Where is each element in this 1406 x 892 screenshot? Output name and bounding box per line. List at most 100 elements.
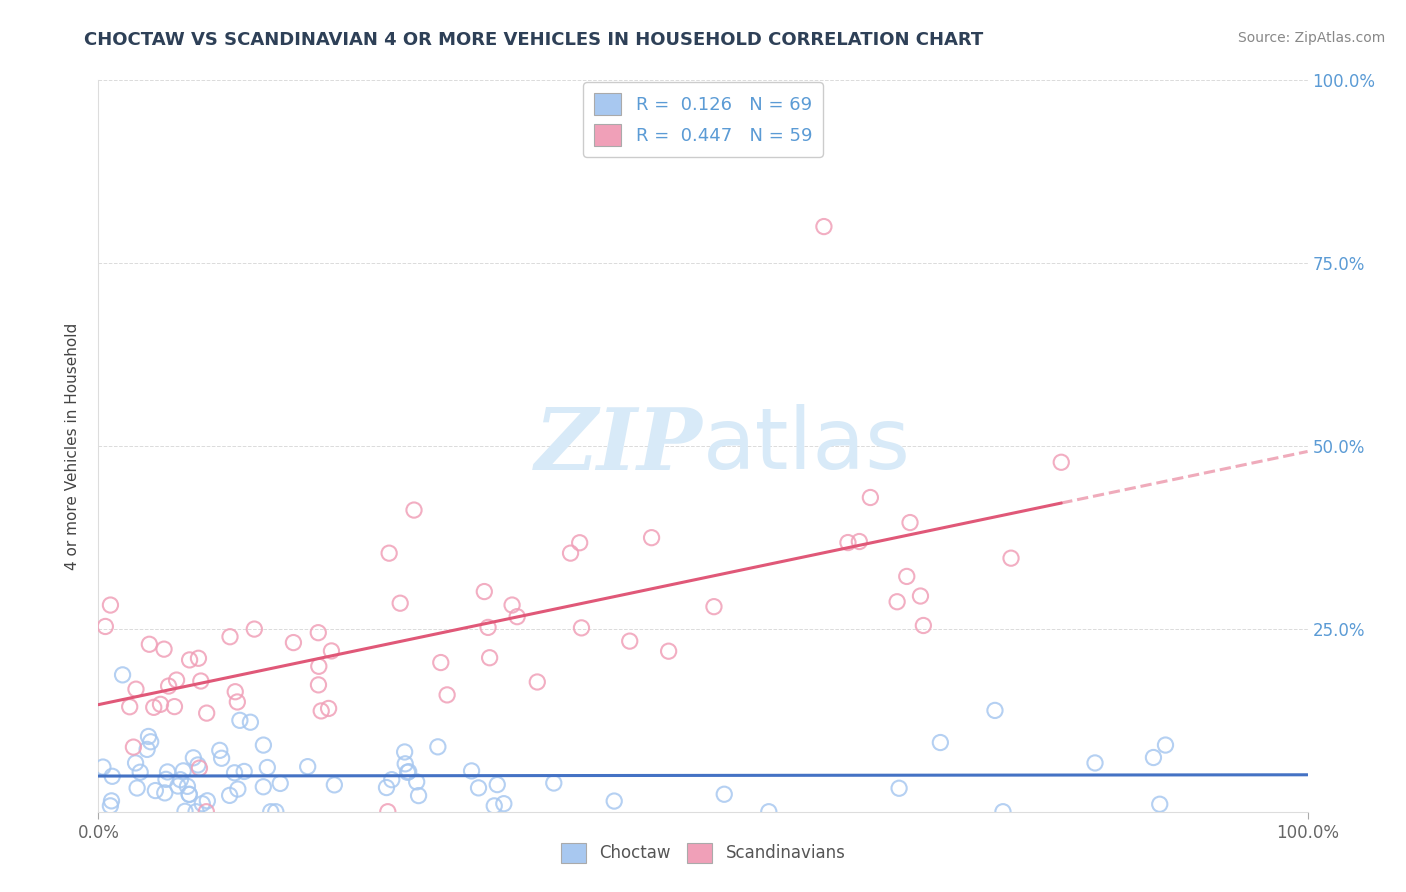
Point xyxy=(430,656,453,670)
Point xyxy=(837,535,859,549)
Point xyxy=(308,678,330,692)
Point xyxy=(568,535,591,549)
Point xyxy=(501,598,523,612)
Point xyxy=(658,644,681,658)
Point xyxy=(136,742,159,756)
Point xyxy=(506,609,529,624)
Y-axis label: 4 or more Vehicles in Household: 4 or more Vehicles in Household xyxy=(65,322,80,570)
Point xyxy=(477,620,499,634)
Point xyxy=(187,758,209,772)
Point xyxy=(492,797,515,811)
Point xyxy=(157,679,180,693)
Point xyxy=(309,704,332,718)
Point xyxy=(912,618,935,632)
Point xyxy=(153,642,176,657)
Point xyxy=(167,779,190,793)
Point xyxy=(211,751,233,765)
Point xyxy=(472,584,495,599)
Point xyxy=(187,651,209,665)
Point xyxy=(111,668,134,682)
Point xyxy=(543,776,565,790)
Point xyxy=(394,745,416,759)
Point xyxy=(813,219,835,234)
Point xyxy=(758,805,780,819)
Text: Source: ZipAtlas.com: Source: ZipAtlas.com xyxy=(1237,31,1385,45)
Point xyxy=(396,765,419,780)
Point xyxy=(426,739,449,754)
Point xyxy=(226,695,249,709)
Point xyxy=(91,760,114,774)
Point xyxy=(898,516,921,530)
Point xyxy=(124,756,146,770)
Point xyxy=(226,782,249,797)
Point xyxy=(218,789,240,803)
Point xyxy=(886,595,908,609)
Point xyxy=(129,765,152,780)
Point xyxy=(174,805,197,819)
Point xyxy=(149,698,172,712)
Point xyxy=(887,781,910,796)
Point xyxy=(308,659,330,673)
Point xyxy=(184,805,207,819)
Point xyxy=(233,764,256,779)
Point xyxy=(125,682,148,697)
Point xyxy=(155,772,177,787)
Point xyxy=(269,776,291,790)
Point xyxy=(195,794,218,808)
Point xyxy=(478,650,501,665)
Point xyxy=(859,491,882,505)
Point xyxy=(239,715,262,730)
Point xyxy=(402,503,425,517)
Point xyxy=(219,630,242,644)
Point xyxy=(224,684,246,698)
Text: atlas: atlas xyxy=(703,404,911,488)
Point xyxy=(100,794,122,808)
Point xyxy=(984,703,1007,717)
Text: ZIP: ZIP xyxy=(536,404,703,488)
Point xyxy=(398,764,420,779)
Point xyxy=(436,688,458,702)
Point xyxy=(318,701,340,715)
Point xyxy=(283,635,305,649)
Point xyxy=(177,787,200,801)
Point xyxy=(486,778,509,792)
Point xyxy=(1149,797,1171,812)
Point xyxy=(1154,738,1177,752)
Point xyxy=(139,735,162,749)
Point xyxy=(145,783,167,797)
Point xyxy=(321,644,343,658)
Point xyxy=(172,764,194,778)
Point xyxy=(571,621,593,635)
Point xyxy=(467,780,489,795)
Point xyxy=(179,653,201,667)
Point xyxy=(142,700,165,714)
Point xyxy=(405,775,427,789)
Point xyxy=(848,534,870,549)
Point xyxy=(127,780,149,795)
Point xyxy=(375,780,398,795)
Point xyxy=(191,797,214,811)
Point xyxy=(153,786,176,800)
Point xyxy=(1000,551,1022,566)
Point xyxy=(323,778,346,792)
Point xyxy=(224,765,246,780)
Legend: Choctaw, Scandinavians: Choctaw, Scandinavians xyxy=(554,837,852,869)
Point xyxy=(378,546,401,560)
Point xyxy=(381,772,404,787)
Point xyxy=(713,787,735,801)
Point xyxy=(122,740,145,755)
Point xyxy=(929,735,952,749)
Point xyxy=(101,769,124,783)
Point xyxy=(163,699,186,714)
Point xyxy=(183,751,205,765)
Point xyxy=(1142,750,1164,764)
Point xyxy=(297,759,319,773)
Point xyxy=(484,798,506,813)
Point xyxy=(176,780,198,794)
Point xyxy=(460,764,482,778)
Point xyxy=(991,805,1014,819)
Point xyxy=(1050,455,1073,469)
Point xyxy=(94,619,117,633)
Point xyxy=(896,569,918,583)
Point xyxy=(252,780,274,794)
